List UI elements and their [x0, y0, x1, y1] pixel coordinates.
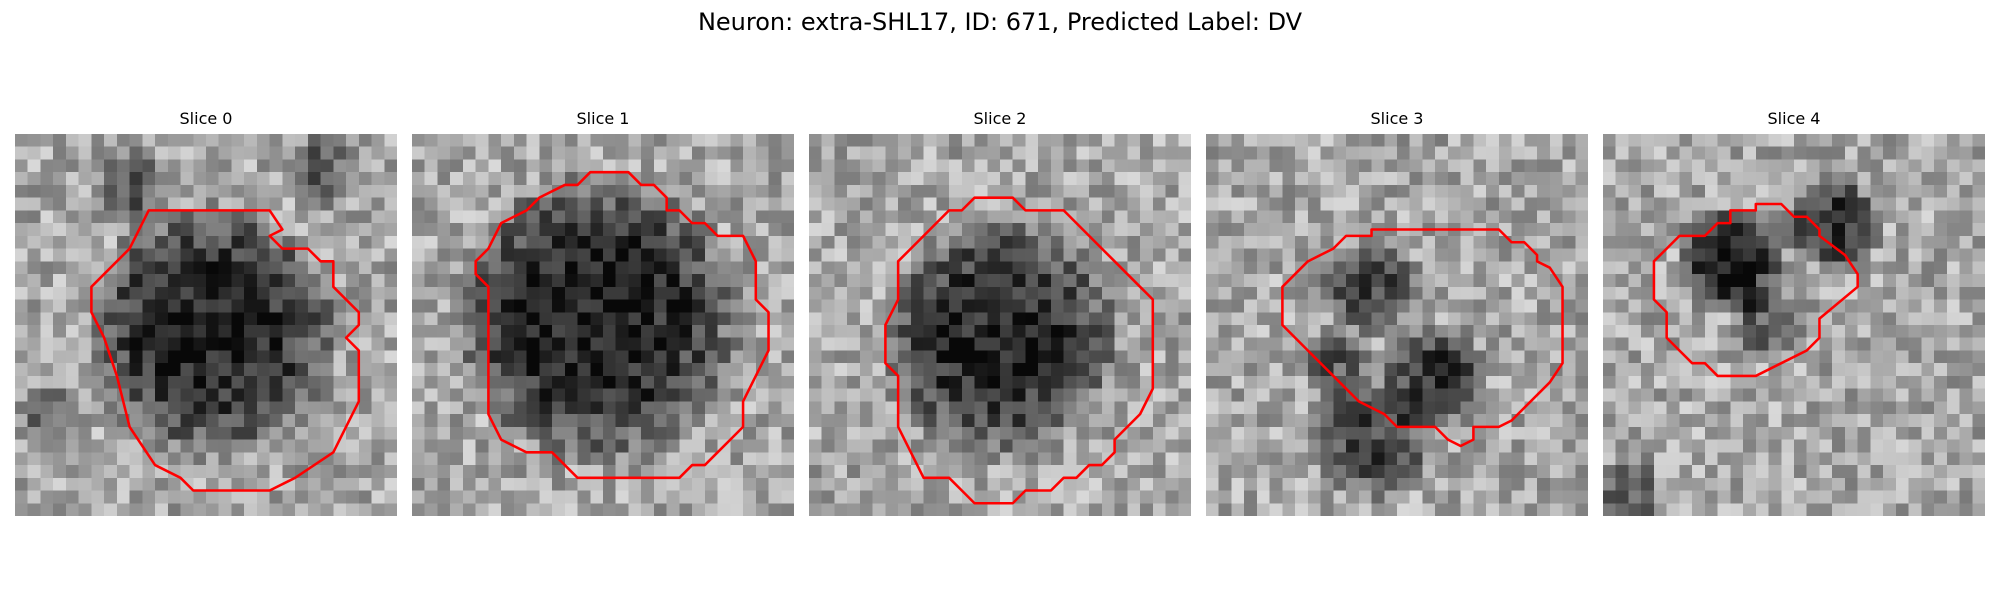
slice-image-4 — [1603, 134, 1985, 516]
slice-title-0: Slice 0 — [179, 109, 233, 128]
neuron-contour — [1652, 202, 1859, 378]
slice-image-1 — [412, 134, 794, 516]
neuron-contour — [884, 196, 1155, 505]
slice-title-3: Slice 3 — [1370, 109, 1424, 128]
figure-title: Neuron: extra-SHL17, ID: 671, Predicted … — [697, 8, 1303, 36]
slice-title-2: Slice 2 — [973, 109, 1027, 128]
slice-image-3 — [1206, 134, 1588, 516]
pixel-grid — [15, 134, 397, 516]
slice-panel-0: Slice 0 — [15, 108, 397, 516]
pixel-grid — [809, 134, 1191, 516]
pixel-grid — [412, 134, 794, 516]
pixel-grid — [1603, 134, 1985, 516]
slice-title-4: Slice 4 — [1767, 109, 1821, 128]
slice-image-2 — [809, 134, 1191, 516]
pixel-grid — [1206, 134, 1588, 516]
slice-title-1: Slice 1 — [576, 109, 630, 128]
slice-panel-1: Slice 1 — [412, 108, 794, 516]
neuron-contour — [1281, 228, 1564, 448]
slice-panel-3: Slice 3 — [1206, 108, 1588, 516]
slice-panel-2: Slice 2 — [809, 108, 1191, 516]
neuron-contour — [474, 170, 770, 480]
neuron-contour — [90, 209, 361, 492]
slice-image-0 — [15, 134, 397, 516]
slice-panel-4: Slice 4 — [1603, 108, 1985, 516]
